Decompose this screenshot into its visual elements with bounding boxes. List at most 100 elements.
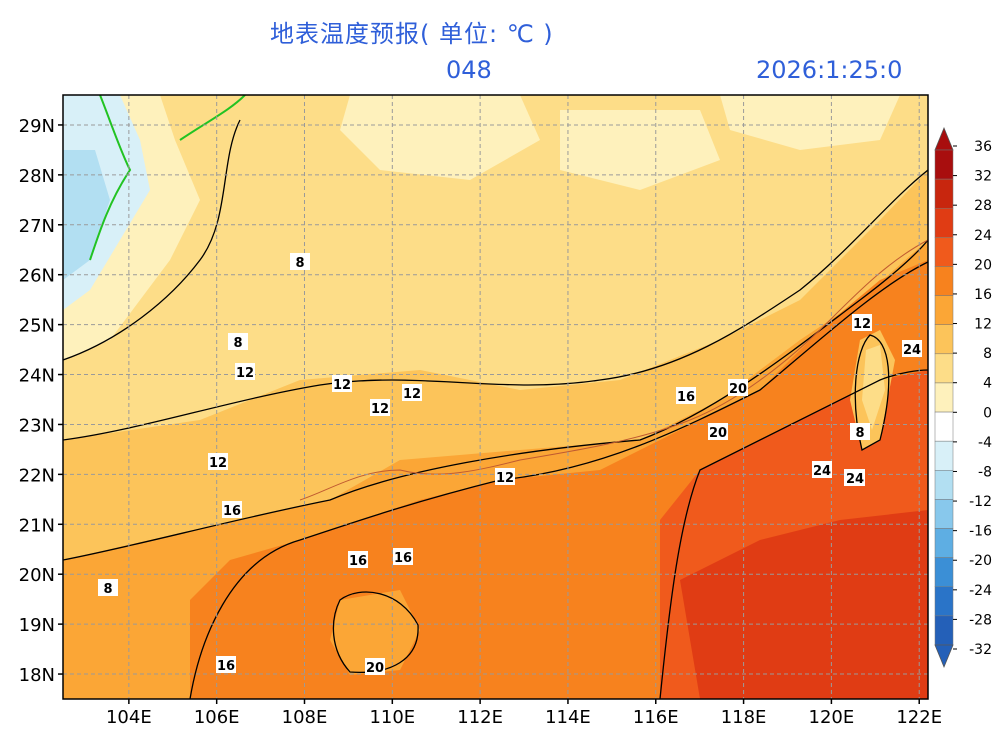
svg-text:16: 16: [223, 504, 241, 519]
lat-tick-label: 21N: [19, 515, 55, 536]
contour-label: 8: [850, 423, 870, 441]
colorbar-swatch: [934, 470, 954, 500]
lat-tick-label: 26N: [19, 266, 55, 287]
svg-text:12: 12: [853, 317, 871, 332]
colorbar-swatch: [934, 324, 954, 355]
contour-label: 12: [235, 363, 255, 381]
contour-label: 16: [348, 551, 368, 569]
contour-label: 8: [228, 333, 248, 351]
colorbar-label: -4: [978, 435, 992, 451]
map-frame: [62, 94, 929, 700]
colorbar-swatch: [934, 440, 954, 471]
colorbar-label: -28: [969, 612, 992, 628]
colorbar-swatch: [934, 557, 954, 588]
svg-text:20: 20: [709, 426, 727, 441]
contour-label: 16: [222, 501, 242, 519]
svg-text:12: 12: [333, 378, 351, 393]
lon-tick-label: 118E: [721, 707, 767, 728]
svg-text:8: 8: [295, 256, 304, 271]
colorbar-swatch: [934, 149, 954, 180]
contour-label: 24: [902, 340, 922, 358]
contour-label: 24: [845, 469, 865, 487]
lon-tick-label: 120E: [809, 707, 855, 728]
contour-label: 12: [495, 468, 515, 486]
colorbar-swatch: [934, 237, 954, 267]
colorbar-swatch: [934, 266, 954, 296]
svg-text:12: 12: [496, 471, 514, 486]
colorbar-label: 32: [974, 169, 992, 185]
colorbar-label: 24: [974, 228, 992, 244]
colorbar-label: -8: [978, 464, 992, 480]
svg-text:24: 24: [846, 472, 864, 487]
contour-label: 12: [208, 453, 228, 471]
valid-time: 2026:1:25:0: [756, 56, 903, 84]
contour-label: 8: [98, 579, 118, 597]
colorbar-label: 4: [983, 376, 992, 392]
colorbar-swatch: [934, 411, 954, 442]
colorbar-label: 12: [974, 317, 992, 333]
contour-label: 16: [676, 387, 696, 405]
lon-tick-label: 104E: [106, 707, 152, 728]
contour-label: 24: [812, 461, 832, 479]
colorbar-label: 16: [974, 287, 992, 303]
colorbar-label: -16: [969, 524, 992, 540]
forecast-hour: 048: [446, 56, 492, 84]
contour-value-labels: 8121212121616202016128242016812122416820…: [98, 253, 922, 676]
colorbar-label: -32: [969, 642, 992, 658]
colorbar-arrow-bottom: [934, 644, 954, 669]
svg-text:16: 16: [394, 551, 412, 566]
lat-tick-label: 27N: [19, 216, 55, 237]
lon-tick-label: 106E: [194, 707, 240, 728]
svg-text:12: 12: [209, 456, 227, 471]
colorbar-label: -20: [969, 553, 992, 569]
svg-text:8: 8: [103, 582, 112, 597]
colorbar-swatch: [934, 586, 954, 617]
contour-label: 12: [402, 384, 422, 402]
lon-tick-label: 122E: [896, 707, 942, 728]
lat-tick-label: 24N: [19, 366, 55, 387]
colorbar-swatch: [934, 382, 954, 413]
lat-tick-label: 20N: [19, 565, 55, 586]
lon-tick-label: 116E: [633, 707, 679, 728]
colorbar-swatch: [934, 528, 954, 558]
svg-text:20: 20: [366, 661, 384, 676]
coastline: [89, 95, 928, 501]
svg-text:12: 12: [371, 402, 389, 417]
map-title: 地表温度预报( 单位: ℃ ): [270, 20, 554, 48]
contour-label: 8: [290, 253, 310, 271]
colorbar-label: -12: [969, 494, 992, 510]
colorbar-label: 28: [974, 198, 992, 214]
lon-tick-label: 110E: [369, 707, 415, 728]
svg-text:24: 24: [903, 343, 921, 358]
colorbar-swatch: [934, 295, 954, 325]
lon-tick-label: 112E: [457, 707, 503, 728]
contour-label: 16: [393, 548, 413, 566]
color-legend: 36 32 28 24 20 16 12 8 4 0 -4 -8 -12 -16 -20 -24 -28 -32: [934, 126, 992, 669]
svg-text:8: 8: [855, 426, 864, 441]
lat-tick-label: 22N: [19, 465, 55, 486]
svg-text:16: 16: [349, 554, 367, 569]
latitude-axis: 29N 28N 27N 26N 25N 24N 23N 22N 21N 20N 19N 18N: [19, 116, 63, 686]
colorbar-label: -24: [969, 583, 992, 599]
contour-label: 20: [365, 658, 385, 676]
lat-tick-label: 23N: [19, 415, 55, 436]
svg-text:12: 12: [236, 366, 254, 381]
svg-text:16: 16: [217, 659, 235, 674]
svg-text:8: 8: [233, 336, 242, 351]
colorbar-label: 20: [974, 257, 992, 273]
colorbar-label: 0: [983, 405, 992, 421]
colorbar-label: 8: [983, 346, 992, 362]
lon-tick-label: 114E: [545, 707, 591, 728]
lon-tick-label: 108E: [282, 707, 328, 728]
colorbar-arrow-top: [934, 126, 954, 151]
svg-text:20: 20: [729, 382, 747, 397]
svg-text:12: 12: [403, 387, 421, 402]
lat-tick-label: 29N: [19, 116, 55, 137]
lat-tick-label: 18N: [19, 665, 55, 686]
colorbar-swatch: [934, 615, 954, 646]
contour-label: 12: [852, 314, 872, 332]
contour-label: 20: [728, 379, 748, 397]
lat-tick-label: 19N: [19, 615, 55, 636]
map-grid: [63, 95, 928, 699]
